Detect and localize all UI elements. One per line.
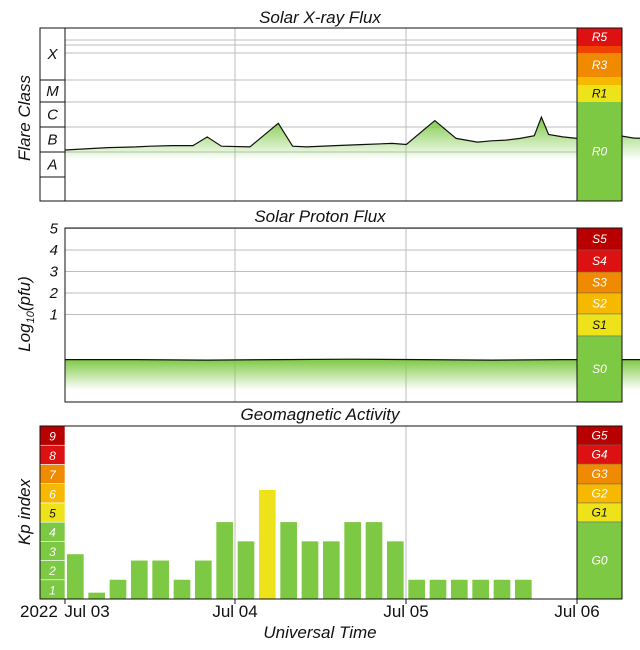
s-scale-label: S4 (592, 254, 607, 268)
s-scale-label: S5 (592, 232, 607, 246)
kp-bar (344, 522, 361, 599)
r-scale-label: R1 (592, 87, 607, 101)
flare-class-label: C (47, 107, 58, 124)
s-scale-label: S0 (592, 362, 607, 376)
x-axis-year: 2022 (20, 602, 58, 621)
r-scale-band-r2 (577, 77, 622, 85)
xray-flux-area (65, 117, 640, 160)
kp-tick-label: 2 (48, 564, 56, 578)
g-scale-label: G0 (591, 554, 607, 568)
kp-bar (493, 579, 511, 599)
r-scale-label: R0 (592, 145, 608, 159)
kp-bar (365, 522, 383, 599)
x-axis: Jul 03 Jul 04 Jul 05 Jul 06 (64, 599, 600, 621)
xray-y-axis-label: Flare Class (15, 75, 34, 161)
s-scale-label: S3 (592, 276, 607, 290)
x-axis-label: Universal Time (263, 623, 376, 642)
g-scale-cell (576, 521, 623, 600)
g-scale-label: G4 (591, 448, 607, 462)
r-scale-frame (576, 27, 623, 202)
geomag-panel: 1 2 3 4 5 6 7 8 9 G5 G4 G3 G2 G1 G0 (39, 425, 623, 600)
proton-panel: 1 2 3 4 5 S5 S4 S3 S2 S1 S0 (49, 221, 640, 403)
xray-panel-title: Solar X-ray Flux (259, 8, 381, 27)
kp-bar (259, 490, 276, 599)
g-scale-label: G5 (591, 429, 607, 443)
r-scale-label: R3 (592, 58, 608, 72)
flare-class-label: B (47, 132, 57, 149)
flare-class-label: A (46, 157, 57, 174)
kp-bar (109, 579, 127, 599)
x-tick-label: Jul 06 (554, 602, 599, 621)
proton-ytick: 5 (50, 221, 59, 238)
kp-tick-label: 3 (49, 545, 56, 559)
kp-bar (173, 579, 191, 599)
kp-bar (67, 554, 84, 599)
r-scale-cell (577, 102, 622, 201)
s-scale-label: S1 (592, 318, 607, 332)
kp-bar (195, 560, 212, 599)
proton-ytick: 2 (49, 285, 59, 302)
kp-bar (131, 560, 148, 599)
proton-ytick: 1 (50, 307, 58, 324)
kp-tick-label: 9 (49, 430, 56, 444)
g-scale-label: G3 (591, 467, 607, 481)
kp-bar (408, 579, 425, 599)
kp-tick-label: 7 (49, 468, 57, 482)
proton-ylabel-sub: 10 (25, 310, 37, 323)
kp-bar (88, 592, 105, 599)
kp-bar (451, 579, 468, 599)
geomag-bg (65, 426, 577, 599)
kp-bar (323, 541, 340, 599)
proton-ylabel-tail: (pfu) (15, 276, 34, 311)
g-scale-frame (576, 425, 623, 600)
geomag-y-axis-label: Kp index (15, 478, 34, 545)
kp-bar (237, 541, 255, 599)
x-tick-label: Jul 05 (383, 602, 428, 621)
flare-class-label: X (46, 46, 58, 63)
kp-bar (387, 541, 404, 599)
xray-frame-bg (40, 28, 622, 201)
s-scale-label: S2 (592, 297, 607, 311)
r-scale-cell (577, 85, 622, 102)
kp-bar (280, 522, 297, 599)
kp-tick-label: 4 (49, 526, 56, 540)
proton-ytick: 3 (50, 264, 59, 281)
s-scale-cell (576, 335, 623, 403)
geomag-panel-title: Geomagnetic Activity (240, 405, 401, 424)
kp-bar (301, 541, 319, 599)
g-scale-label: G2 (591, 487, 607, 501)
x-tick-label: Jul 04 (212, 602, 257, 621)
proton-ylabel-main: Log (15, 323, 34, 352)
kp-bar (515, 579, 532, 599)
kp-bar (429, 579, 447, 599)
kp-tick-label: 8 (49, 449, 56, 463)
r-scale-cell (577, 28, 622, 46)
kp-tick-label: 5 (49, 507, 56, 521)
kp-bar (472, 579, 489, 599)
proton-ytick: 4 (50, 242, 58, 259)
x-tick-label: Jul 03 (64, 602, 109, 621)
proton-panel-title: Solar Proton Flux (254, 207, 386, 226)
kp-bar (216, 522, 233, 599)
g-scale-label: G1 (591, 506, 607, 520)
r-scale-label: R5 (592, 30, 608, 44)
s-scale-frame (576, 227, 623, 403)
kp-tick-label: 1 (49, 583, 56, 597)
flare-class-label: M (46, 83, 59, 100)
kp-bar (152, 560, 169, 599)
proton-y-axis-label: Log10(pfu) (15, 276, 37, 352)
kp-tick-label: 6 (49, 487, 56, 501)
r-scale-band-r4 (577, 46, 622, 53)
proton-flux-area (65, 359, 640, 390)
r-scale-cell (577, 53, 622, 77)
